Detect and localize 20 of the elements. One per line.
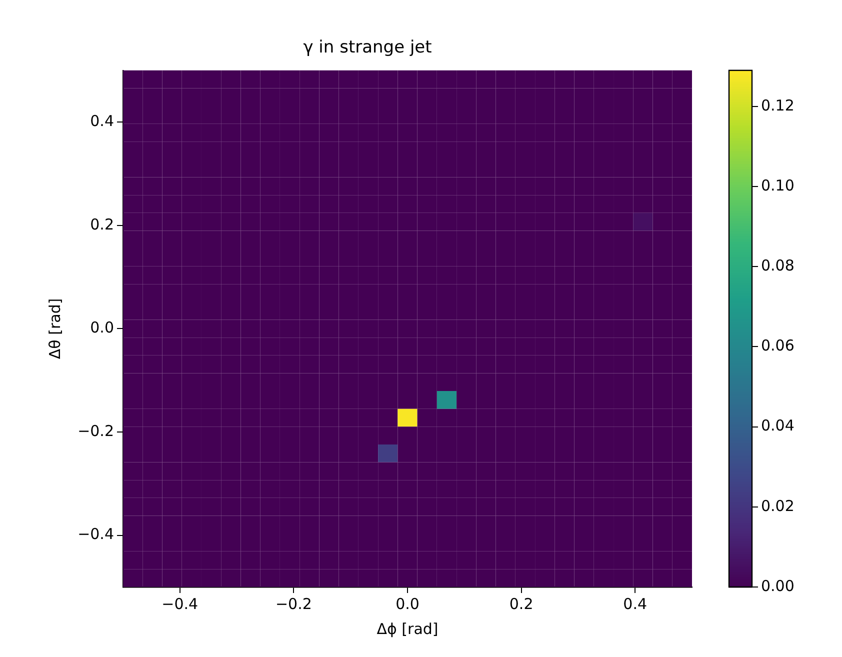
color-bar-label: 0.12: [761, 96, 794, 114]
color-bar-label: 0.08: [761, 256, 794, 275]
x-tick-label: −0.4: [162, 594, 198, 613]
x-axis-title: Δϕ [rad]: [376, 620, 438, 638]
color-bar-label: 0.10: [761, 176, 794, 194]
y-tick-label: 0.2: [90, 215, 114, 234]
color-bar-label: 0.06: [761, 336, 794, 355]
color-bar-label: 0.04: [761, 416, 794, 435]
chart-title: γ in strange jet: [303, 38, 432, 58]
y-tick-label: 0.0: [90, 318, 114, 337]
x-tick-label: 0.2: [509, 594, 534, 613]
x-tick-label: 0.4: [623, 594, 648, 613]
color-bar-label: 0.00: [761, 576, 794, 595]
y-axis-title: Δθ [rad]: [46, 298, 64, 360]
y-tick-label: −0.2: [78, 422, 114, 440]
y-tick-label: −0.4: [78, 525, 114, 544]
color-bar-label: 0.02: [761, 496, 794, 515]
y-tick-label: 0.4: [90, 112, 114, 130]
x-tick-label: −0.2: [275, 594, 312, 613]
x-tick-label: 0.0: [396, 594, 420, 613]
